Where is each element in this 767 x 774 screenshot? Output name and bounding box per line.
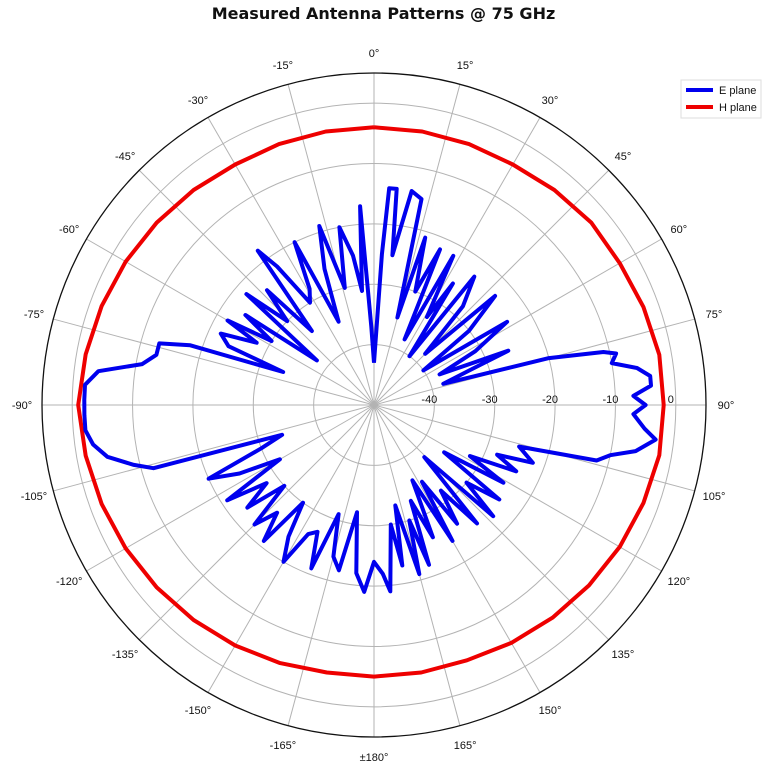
- spoke-line: [53, 318, 375, 406]
- angle-tick-label: 105°: [703, 491, 726, 503]
- radial-tick-label: -40: [421, 394, 437, 406]
- angle-tick-label: 120°: [667, 576, 690, 588]
- angle-tick-label: -105°: [21, 491, 47, 503]
- spoke-line: [373, 169, 610, 406]
- legend: E plane H plane: [680, 79, 762, 119]
- grid-circle: [132, 163, 616, 647]
- angle-tick-label: -150°: [185, 705, 211, 717]
- chart-title: Measured Antenna Patterns @ 75 GHz: [211, 4, 556, 23]
- spoke-line: [138, 169, 375, 406]
- angle-tick-label: 60°: [671, 224, 688, 236]
- legend-box: [680, 79, 762, 119]
- angle-tick-label: -120°: [56, 576, 82, 588]
- grid-circle: [192, 223, 556, 587]
- angle-tick-label: -135°: [112, 649, 138, 661]
- grid-circle: [252, 283, 496, 527]
- angle-tick-label: 150°: [539, 705, 562, 717]
- angle-tick-label: -45°: [115, 151, 135, 163]
- angle-tick-label: 165°: [454, 740, 477, 752]
- radial-tick-label: -10: [603, 394, 619, 406]
- legend-label: E plane: [719, 85, 756, 97]
- angle-tick-label: 30°: [542, 95, 559, 107]
- spoke-line: [86, 404, 375, 572]
- series-layer: [76, 125, 666, 679]
- angle-tick-label: 0°: [369, 48, 380, 60]
- angle-tick-label: ±180°: [360, 752, 389, 764]
- angle-tick-label: 15°: [457, 60, 474, 72]
- angle-tick-label: -60°: [59, 224, 79, 236]
- spoke-line: [373, 404, 662, 572]
- angle-tick-label: 90°: [718, 400, 735, 412]
- e-plane-series-line: [82, 186, 658, 594]
- angle-tick-label: 75°: [706, 309, 723, 321]
- legend-label: H plane: [719, 102, 757, 114]
- angle-tick-label: -75°: [24, 309, 44, 321]
- spoke-line: [373, 238, 662, 406]
- spoke-line: [53, 404, 375, 492]
- angle-tick-label: -15°: [273, 60, 293, 72]
- spoke-line: [207, 117, 375, 406]
- radial-tick-label: -20: [542, 394, 558, 406]
- radial-tick-label: 0: [668, 394, 674, 406]
- outer-ring: [41, 72, 707, 738]
- angle-tick-label: -165°: [270, 740, 296, 752]
- h-plane-series-line: [76, 125, 666, 679]
- spoke-line: [287, 404, 375, 726]
- angle-tick-label: 45°: [615, 151, 632, 163]
- label-layer: 0° 15° 30° 45° 60° 75° 90° 105° 120° 135° 150° 165°…: [12, 48, 734, 764]
- angle-tick-label: -90°: [12, 400, 32, 412]
- grid-circle: [71, 102, 677, 708]
- radial-tick-label: -30: [482, 394, 498, 406]
- angle-tick-label: -30°: [188, 95, 208, 107]
- angle-tick-label: 135°: [612, 649, 635, 661]
